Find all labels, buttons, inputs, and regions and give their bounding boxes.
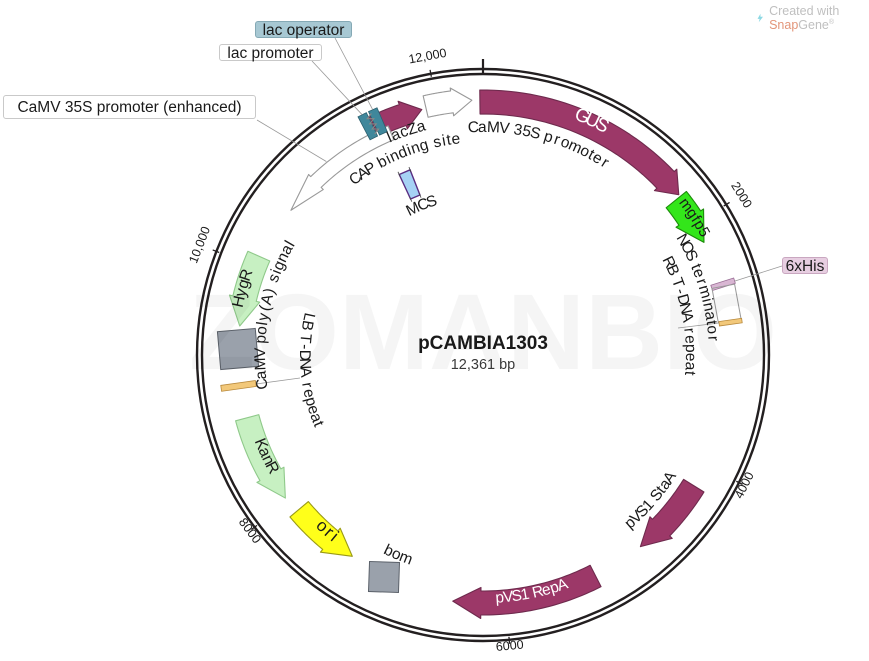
svg-text:ZOMANBIO: ZOMANBIO xyxy=(189,271,777,392)
svg-text:p: p xyxy=(495,589,505,607)
svg-text:6000: 6000 xyxy=(495,638,524,654)
svg-text:a: a xyxy=(478,119,487,136)
